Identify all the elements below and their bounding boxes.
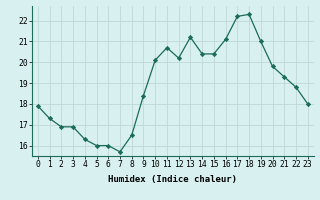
X-axis label: Humidex (Indice chaleur): Humidex (Indice chaleur) (108, 175, 237, 184)
